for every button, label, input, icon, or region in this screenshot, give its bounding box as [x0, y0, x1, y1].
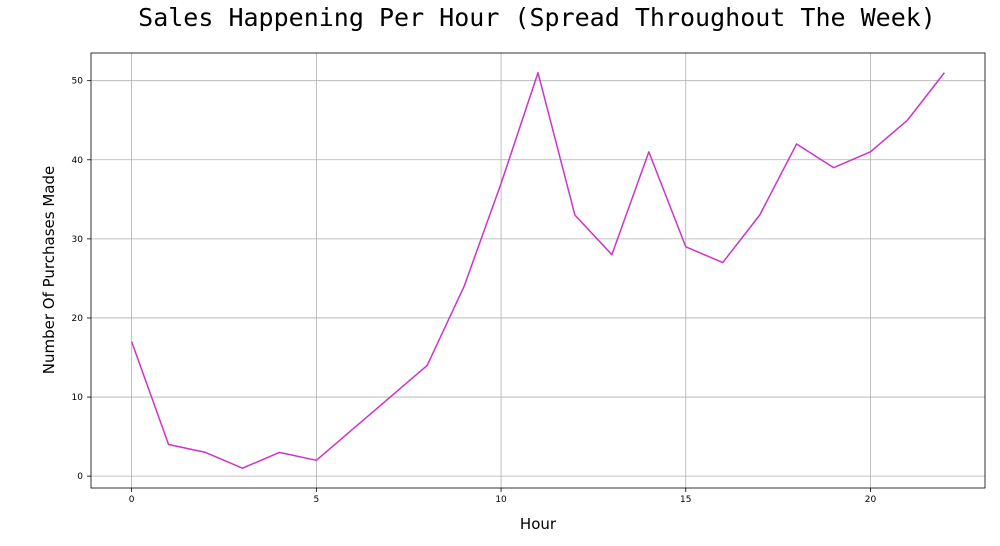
axis-ticks: 0 5 10 15 20 0 10 20 30 40 50: [72, 77, 877, 505]
x-tick-label: 10: [495, 495, 507, 505]
chart-title: Sales Happening Per Hour (Spread Through…: [138, 3, 936, 32]
x-tick-label: 0: [129, 495, 135, 505]
x-tick-label: 15: [680, 495, 691, 505]
y-tick-label: 0: [77, 472, 83, 482]
y-tick-label: 30: [72, 235, 84, 245]
grid-lines: [91, 53, 985, 488]
series-layer: [130, 72, 945, 469]
plot-frame: [90, 52, 986, 489]
x-tick-label: 5: [313, 495, 319, 505]
y-tick-label: 40: [72, 156, 84, 166]
y-tick-label: 50: [72, 77, 84, 87]
x-axis-label: Hour: [520, 515, 557, 533]
series-line: [130, 72, 945, 469]
x-tick-label: 20: [865, 495, 877, 505]
y-tick-label: 20: [72, 314, 84, 324]
y-tick-label: 10: [72, 393, 84, 403]
y-axis-label: Number Of Purchases Made: [40, 166, 58, 374]
